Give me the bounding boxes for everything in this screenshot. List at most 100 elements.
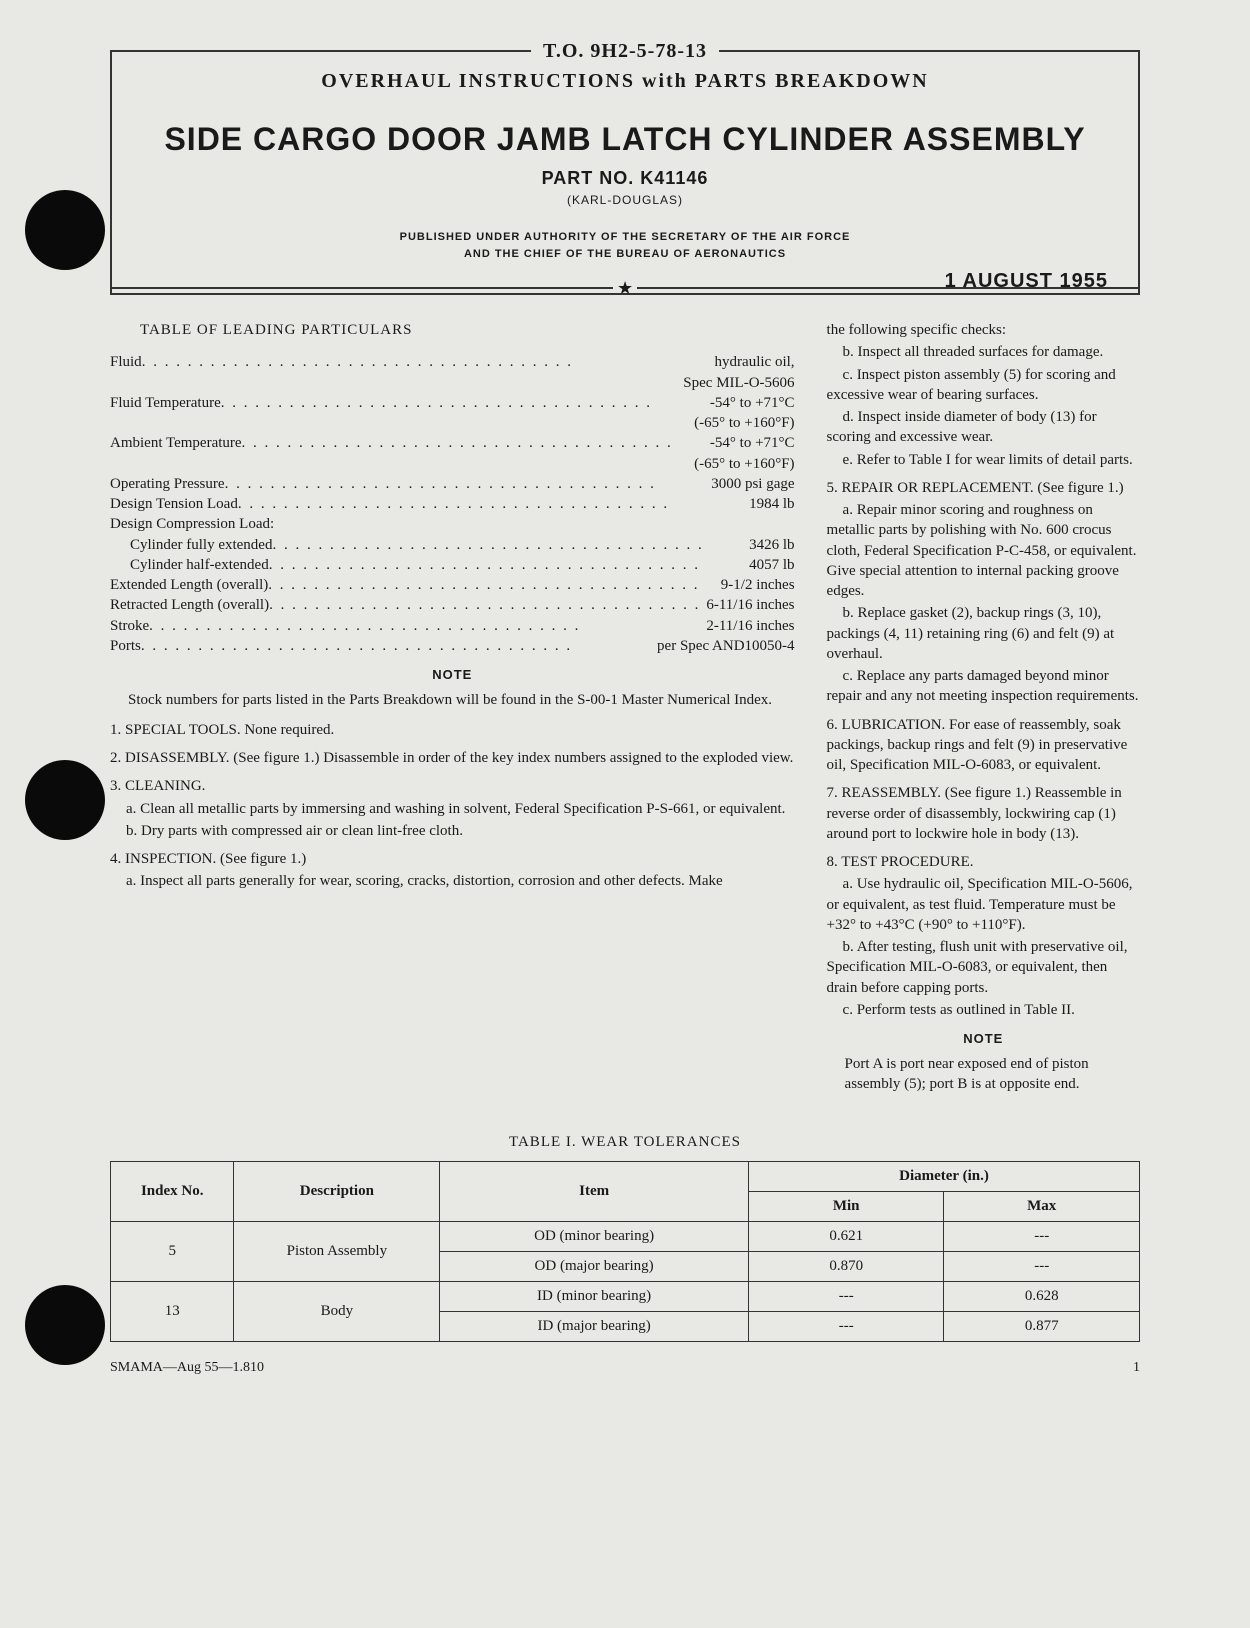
leading-row: Design Tension Load 1984 lb	[110, 494, 795, 514]
para-5c: c. Replace any parts damaged beyond mino…	[827, 666, 1140, 707]
leading-particulars-list: Fluid hydraulic oil,Spec MIL-O-5606Fluid…	[110, 352, 795, 656]
para-4d: d. Inspect inside diameter of body (13) …	[827, 407, 1140, 448]
cell-min: 0.870	[748, 1252, 944, 1282]
authority-line: PUBLISHED UNDER AUTHORITY OF THE SECRETA…	[142, 229, 1108, 262]
title-block: T.O. 9H2-5-78-13 OVERHAUL INSTRUCTIONS w…	[110, 50, 1140, 295]
para-2: 2. DISASSEMBLY. (See figure 1.) Disassem…	[110, 748, 795, 768]
leading-value: 1984 lb	[743, 494, 794, 514]
leading-label: Extended Length (overall)	[110, 575, 268, 595]
cell-item: ID (major bearing)	[440, 1312, 749, 1342]
leading-label: Cylinder fully extended	[130, 535, 272, 555]
authority-line-2: AND THE CHIEF OF THE BUREAU OF AERONAUTI…	[464, 248, 786, 260]
para-4e: e. Refer to Table I for wear limits of d…	[827, 450, 1140, 470]
leading-row: Fluid hydraulic oil,	[110, 352, 795, 372]
leading-label: Cylinder half-extended	[130, 555, 269, 575]
cell-max: ---	[944, 1222, 1140, 1252]
para-5a: a. Repair minor scoring and roughness on…	[827, 500, 1140, 601]
page-footer: SMAMA—Aug 55—1.810 1	[110, 1360, 1140, 1376]
note-heading: NOTE	[827, 1030, 1140, 1048]
para-8: 8. TEST PROCEDURE.	[827, 852, 1140, 872]
leading-value: 3426 lb	[743, 535, 794, 555]
leader-dots	[268, 575, 715, 595]
leading-particulars-title: TABLE OF LEADING PARTICULARS	[110, 320, 795, 340]
leading-row: Retracted Length (overall) 6-11/16 inche…	[110, 595, 795, 615]
leader-dots	[272, 535, 743, 555]
table-row: 5 Piston Assembly OD (minor bearing) 0.6…	[111, 1222, 1140, 1252]
cell-max: ---	[944, 1252, 1140, 1282]
punch-hole	[25, 190, 105, 270]
footer-page-number: 1	[1133, 1360, 1140, 1376]
cell-min: 0.621	[748, 1222, 944, 1252]
footer-left: SMAMA—Aug 55—1.810	[110, 1360, 264, 1376]
leader-dots	[221, 393, 704, 413]
leader-dots	[238, 494, 743, 514]
table-row: 13 Body ID (minor bearing) --- 0.628	[111, 1282, 1140, 1312]
col-diameter: Diameter (in.)	[748, 1162, 1139, 1192]
leading-row: Fluid Temperature -54° to +71°C	[110, 393, 795, 413]
punch-hole	[25, 760, 105, 840]
leading-row: Operating Pressure 3000 psi gage	[110, 474, 795, 494]
cell-min: ---	[748, 1312, 944, 1342]
note-body: Stock numbers for parts listed in the Pa…	[110, 690, 795, 710]
leader-dots	[225, 474, 706, 494]
leading-row: (-65° to +160°F)	[110, 413, 795, 433]
doc-subtitle: OVERHAUL INSTRUCTIONS with PARTS BREAKDO…	[142, 70, 1108, 93]
leading-row: Spec MIL-O-5606	[110, 373, 795, 393]
leading-value: 2-11/16 inches	[700, 616, 794, 636]
doc-title: SIDE CARGO DOOR JAMB LATCH CYLINDER ASSE…	[142, 121, 1108, 158]
cell-index: 13	[111, 1282, 234, 1342]
leading-label: Ambient Temperature	[110, 433, 242, 453]
leading-value: 3000 psi gage	[705, 474, 794, 494]
para-5: 5. REPAIR OR REPLACEMENT. (See figure 1.…	[827, 478, 1140, 498]
leader-dots	[149, 616, 700, 636]
leading-row: (-65° to +160°F)	[110, 454, 795, 474]
cell-item: OD (major bearing)	[440, 1252, 749, 1282]
leading-value: 4057 lb	[743, 555, 794, 575]
cell-item: OD (minor bearing)	[440, 1222, 749, 1252]
wear-tolerances-table: Index No. Description Item Diameter (in.…	[110, 1161, 1140, 1342]
para-8c: c. Perform tests as outlined in Table II…	[827, 1000, 1140, 1020]
left-column: TABLE OF LEADING PARTICULARS Fluid hydra…	[110, 320, 795, 1104]
right-column: the following specific checks: b. Inspec…	[827, 320, 1140, 1104]
para-4a: a. Inspect all parts generally for wear,…	[110, 871, 795, 891]
cell-max: 0.628	[944, 1282, 1140, 1312]
col-min: Min	[748, 1192, 944, 1222]
leading-row: Ports per Spec AND10050-4	[110, 636, 795, 656]
para-6: 6. LUBRICATION. For ease of reassembly, …	[827, 715, 1140, 776]
note-heading: NOTE	[110, 666, 795, 684]
para-3a: a. Clean all metallic parts by immersing…	[110, 799, 795, 819]
leading-value: per Spec AND10050-4	[651, 636, 794, 656]
leading-row: Design Compression Load:	[110, 514, 795, 534]
para-3b: b. Dry parts with compressed air or clea…	[110, 821, 795, 841]
para-3: 3. CLEANING.	[110, 776, 795, 796]
leader-dots	[142, 352, 709, 372]
leading-row: Cylinder fully extended 3426 lb	[110, 535, 795, 555]
para-5b: b. Replace gasket (2), backup rings (3, …	[827, 603, 1140, 664]
leading-label: Operating Pressure	[110, 474, 225, 494]
para-4c: c. Inspect piston assembly (5) for scori…	[827, 365, 1140, 406]
authority-line-1: PUBLISHED UNDER AUTHORITY OF THE SECRETA…	[400, 231, 851, 243]
punch-hole	[25, 1285, 105, 1365]
para-8a: a. Use hydraulic oil, Specification MIL-…	[827, 874, 1140, 935]
leading-value: -54° to +71°C	[704, 393, 795, 413]
leading-label: Fluid	[110, 352, 142, 372]
para-4: 4. INSPECTION. (See figure 1.)	[110, 849, 795, 869]
body-columns: TABLE OF LEADING PARTICULARS Fluid hydra…	[110, 320, 1140, 1104]
note-body: Port A is port near exposed end of pisto…	[827, 1054, 1140, 1095]
leading-label: Design Tension Load	[110, 494, 238, 514]
leading-value: -54° to +71°C	[704, 433, 795, 453]
leading-value: 6-11/16 inches	[700, 595, 794, 615]
para-4-cont: the following specific checks:	[827, 320, 1140, 340]
leading-label: Ports	[110, 636, 141, 656]
col-index: Index No.	[111, 1162, 234, 1222]
cell-desc: Body	[234, 1282, 440, 1342]
leading-row: Extended Length (overall) 9-1/2 inches	[110, 575, 795, 595]
leading-label: Stroke	[110, 616, 149, 636]
col-item: Item	[440, 1162, 749, 1222]
leader-dots	[269, 595, 700, 615]
leading-value: hydraulic oil,	[709, 352, 795, 372]
para-8b: b. After testing, flush unit with preser…	[827, 937, 1140, 998]
cell-index: 5	[111, 1222, 234, 1282]
leading-value: 9-1/2 inches	[715, 575, 795, 595]
col-max: Max	[944, 1192, 1140, 1222]
